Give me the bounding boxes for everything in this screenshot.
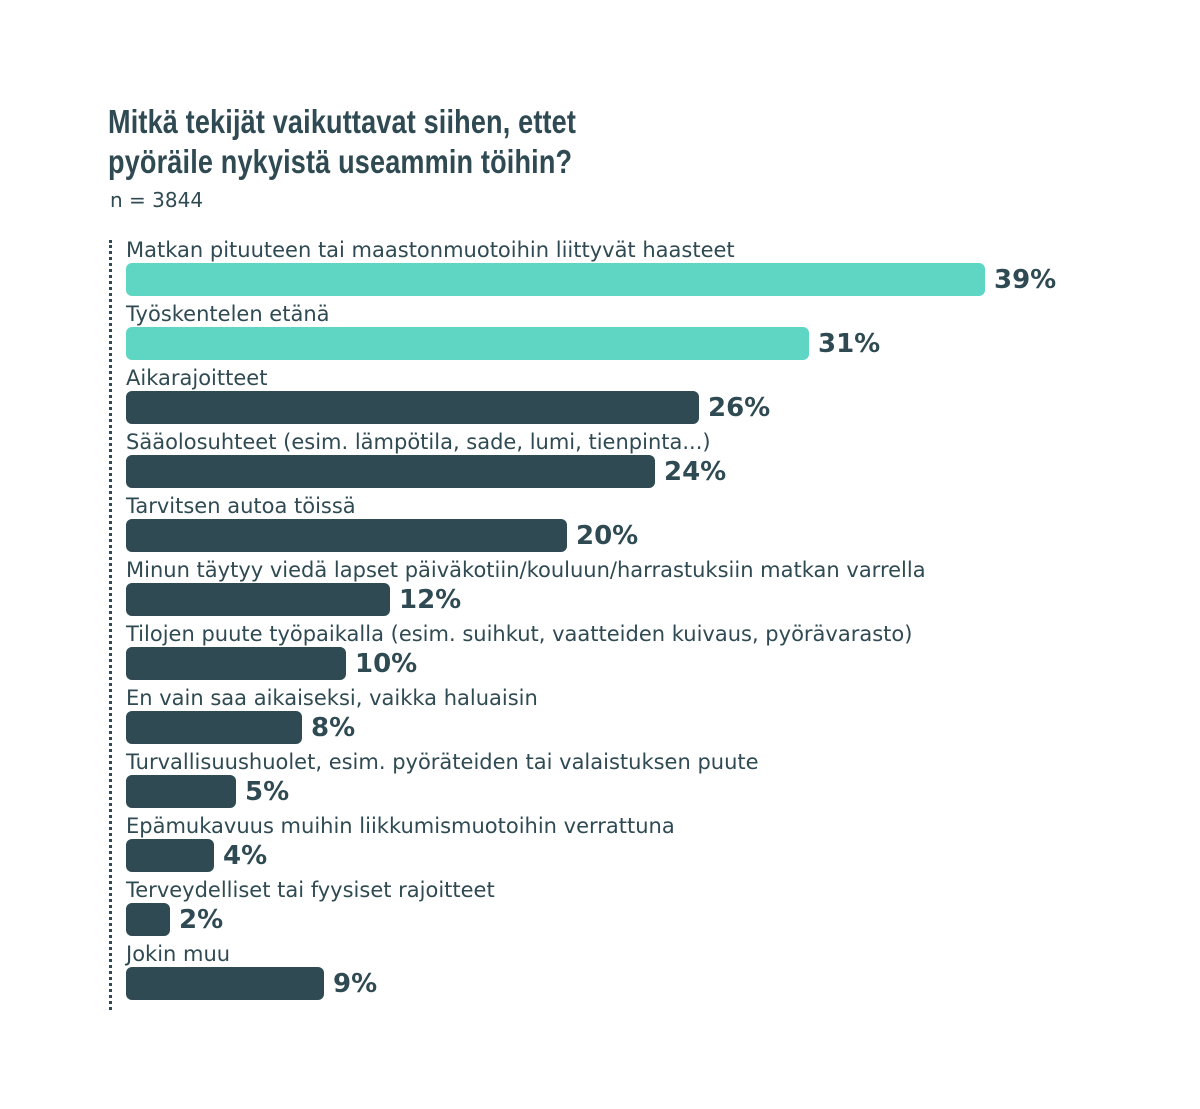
value-label: 24%	[664, 457, 727, 487]
bar	[126, 263, 985, 296]
bar	[126, 583, 390, 616]
category-label: Työskentelen etänä	[126, 302, 330, 326]
chart-title-line-2: pyöräile nykyistä useammin töihin?	[108, 143, 573, 180]
bar	[126, 391, 699, 424]
bar	[126, 519, 567, 552]
bar	[126, 775, 236, 808]
category-label: Sääolosuhteet (esim. lämpötila, sade, lu…	[126, 430, 711, 454]
category-label: Minun täytyy viedä lapset päiväkotiin/ko…	[126, 558, 926, 582]
dotted-axis-line	[109, 240, 112, 1010]
bar	[126, 839, 214, 872]
category-label: Jokin muu	[126, 942, 231, 966]
category-label: Tarvitsen autoa töissä	[126, 494, 356, 518]
sample-size: n = 3844	[110, 188, 204, 212]
bar	[126, 903, 170, 936]
bar	[126, 455, 655, 488]
value-label: 31%	[818, 329, 881, 359]
bar	[126, 967, 324, 1000]
bar	[126, 711, 302, 744]
value-label: 20%	[576, 521, 639, 551]
bar	[126, 327, 809, 360]
value-label: 10%	[355, 649, 418, 679]
value-label: 26%	[708, 393, 771, 423]
value-label: 12%	[399, 585, 462, 615]
chart-title: Mitkä tekijät vaikuttavat siihen, ettet …	[108, 102, 576, 182]
chart-title-line-1: Mitkä tekijät vaikuttavat siihen, ettet	[108, 103, 577, 140]
category-label: Terveydelliset tai fyysiset rajoitteet	[126, 878, 495, 902]
bar	[126, 647, 346, 680]
value-label: 2%	[179, 905, 224, 935]
category-label: Epämukavuus muihin liikkumismuotoihin ve…	[126, 814, 675, 838]
category-label: En vain saa aikaiseksi, vaikka haluaisin	[126, 686, 538, 710]
value-label: 5%	[245, 777, 290, 807]
category-label: Tilojen puute työpaikalla (esim. suihkut…	[126, 622, 913, 646]
value-label: 9%	[333, 969, 378, 999]
category-label: Matkan pituuteen tai maastonmuotoihin li…	[126, 238, 735, 262]
category-label: Turvallisuushuolet, esim. pyöräteiden ta…	[126, 750, 759, 774]
value-label: 39%	[994, 265, 1057, 295]
value-label: 8%	[311, 713, 356, 743]
value-label: 4%	[223, 841, 268, 871]
category-label: Aikarajoitteet	[126, 366, 268, 390]
